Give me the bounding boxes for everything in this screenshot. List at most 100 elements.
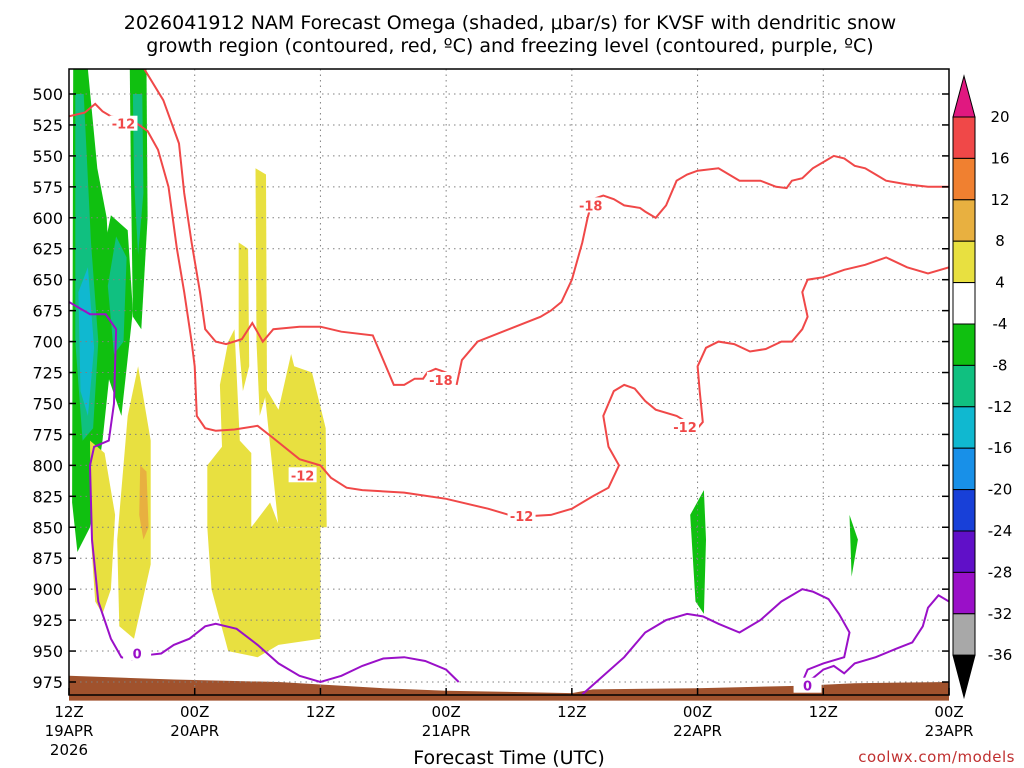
- y-tick-label-650: 650: [32, 271, 63, 290]
- y-tick-label-525: 525: [32, 116, 63, 135]
- colorbar-label-8: -16: [988, 439, 1013, 457]
- freezing-contour-0: [69, 301, 460, 684]
- temp-contour-label-extra-0: -18: [579, 199, 603, 214]
- y-tick-label-875: 875: [32, 549, 63, 568]
- omega-region-15: [849, 514, 858, 577]
- x-tick-label-48: 12Z: [557, 703, 586, 721]
- colorbar-bin-4: [952, 240, 976, 284]
- temp-contour-label-extra-3-bg: [671, 418, 699, 434]
- credit-text: coolwx.com/models: [858, 748, 1015, 766]
- colorbar-bin-11: [952, 530, 976, 573]
- colorbar-bin-1: [952, 116, 976, 159]
- colorbar-bottom-arrow: [952, 654, 976, 700]
- colorbar-label-6: -8: [993, 356, 1008, 374]
- colorbar-label-13: -36: [988, 646, 1013, 664]
- freezing-contour-label-1: 0: [803, 680, 812, 695]
- temp-contour-label-0-bg: [109, 115, 138, 131]
- chart-title-line-2: growth region (contoured, red, ºC) and f…: [146, 35, 873, 57]
- x-tick-label-0: 12Z: [54, 703, 83, 721]
- colorbar-label-1: 16: [990, 149, 1009, 167]
- temp-contour-label-extra-1-bg: [288, 467, 317, 483]
- grid-lines: [69, 69, 949, 695]
- omega-region-6: [132, 94, 144, 255]
- x-tick-label-12: 00Z: [180, 703, 209, 721]
- temp-contour-0: [69, 102, 949, 518]
- temp-contour-1: [143, 69, 452, 386]
- y-tick-label-850: 850: [32, 518, 63, 537]
- omega-region-14: [690, 490, 706, 614]
- y-tick-label-775: 775: [32, 425, 63, 444]
- x-tick-label-36: 00Z: [431, 703, 460, 721]
- omega-region-11: [238, 242, 250, 392]
- colorbar-label-7: -12: [988, 398, 1013, 416]
- x-tick-date-84: 23APR: [925, 722, 974, 740]
- temp-contour-label-0: -12: [112, 118, 136, 133]
- temp-contour-label-extra-1: -12: [291, 469, 315, 484]
- omega-region-10: [207, 329, 321, 658]
- temp-contour-label-extra-0-bg: [576, 197, 605, 213]
- plot-frame: [68, 68, 950, 696]
- temp-contour-2: [455, 154, 949, 386]
- x-tick-date-0: 19APR: [45, 722, 94, 740]
- colorbar-label-2: 12: [990, 191, 1009, 209]
- y-tick-label-550: 550: [32, 147, 63, 166]
- colorbar-label-10: -24: [988, 522, 1013, 540]
- y-tick-label-800: 800: [32, 456, 63, 475]
- y-axis: 500 525 550 575 600 625 650 675 700 725 750 775 800 8…: [32, 85, 949, 692]
- colorbar-bin-9: [952, 447, 976, 491]
- y-tick-label-675: 675: [32, 302, 63, 321]
- chart-title-line-1: 2026041912 NAM Forecast Omega (shaded, μ…: [124, 12, 896, 34]
- colorbar-label-4: 4: [995, 274, 1005, 292]
- temp-contour-label-extra-3: -12: [673, 421, 697, 436]
- temp-contour-label-2: -18: [429, 374, 453, 389]
- x-tick-date-60: 22APR: [673, 722, 722, 740]
- colorbar-label-3: 8: [995, 232, 1005, 250]
- contour-labels: -12 -18 -18 -12 -12 -12 0 0: [109, 115, 822, 695]
- omega-region-13: [263, 354, 327, 528]
- y-tick-label-700: 700: [32, 333, 63, 352]
- colorbar-bin-5: [952, 282, 976, 325]
- colorbar-label-12: -32: [988, 605, 1013, 623]
- colorbar-bin-3: [952, 199, 976, 242]
- y-tick-label-600: 600: [32, 209, 63, 228]
- colorbar-bin-10: [952, 489, 976, 532]
- colorbar-top-arrow: [952, 74, 976, 118]
- y-tick-label-950: 950: [32, 642, 63, 661]
- y-tick-label-750: 750: [32, 394, 63, 413]
- y-tick-label-825: 825: [32, 487, 63, 506]
- temp-contour-label-extra-2-bg: [507, 508, 536, 524]
- freezing-contour-label-0-bg: [123, 645, 152, 661]
- omega-region-9: [139, 465, 149, 540]
- colorbar-label-5: -4: [993, 315, 1008, 333]
- omega-region-8: [117, 366, 151, 639]
- y-tick-label-925: 925: [32, 611, 63, 630]
- x-tick-date-12: 20APR: [170, 722, 219, 740]
- colorbar-bin-8: [952, 406, 976, 449]
- temp-contour-label-2-bg: [426, 371, 455, 387]
- colorbar: 20 16 12 8 4 -4 -8 -12 -16 -20 -24 -28 -32 -36: [952, 74, 1013, 700]
- colorbar-bin-2: [952, 157, 976, 201]
- temp-contour-label-extra-2: -12: [510, 510, 534, 525]
- colorbar-label-11: -28: [988, 563, 1013, 581]
- freezing-contour-label-1-bg: [793, 677, 822, 693]
- y-tick-label-900: 900: [32, 580, 63, 599]
- x-tick-label-84: 00Z: [934, 703, 963, 721]
- colorbar-bin-6: [952, 323, 976, 366]
- y-tick-label-500: 500: [32, 85, 63, 104]
- x-tick-year-0: 2026: [50, 741, 88, 759]
- x-axis-title: Forecast Time (UTC): [413, 747, 604, 768]
- y-tick-label-725: 725: [32, 364, 63, 383]
- freezing-contour-1: [581, 588, 949, 695]
- colorbar-label-0: 20: [990, 108, 1009, 126]
- y-tick-label-575: 575: [32, 178, 63, 197]
- colorbar-bin-12: [952, 571, 976, 615]
- colorbar-bin-7: [952, 364, 976, 408]
- x-tick-date-36: 21APR: [422, 722, 471, 740]
- y-tick-label-975: 975: [32, 673, 63, 692]
- colorbar-label-9: -20: [988, 481, 1013, 499]
- omega-shading: [72, 69, 858, 658]
- y-tick-label-625: 625: [32, 240, 63, 259]
